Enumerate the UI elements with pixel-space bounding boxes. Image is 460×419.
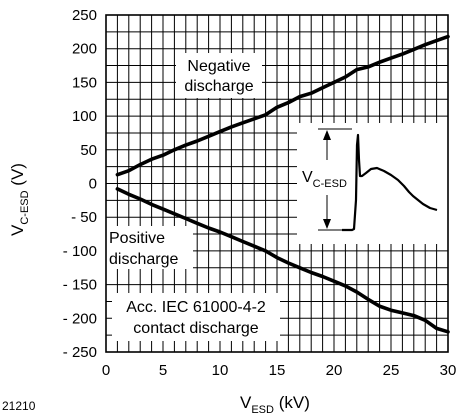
negative-label-line1: Negative <box>187 58 250 75</box>
y-tick-label: - 200 <box>63 310 97 327</box>
x-tick-label: 20 <box>326 362 343 379</box>
negative-label-line2: discharge <box>184 78 253 95</box>
iec-note-line1: Acc. IEC 61000-4-2 <box>126 299 266 316</box>
series-line-positive-discharge <box>115 187 450 334</box>
y-tick-labels: 250 200 150 100 50 0 - 50 - 100 - 150 - 200 - 250 <box>63 7 97 361</box>
inset-arrowhead-down <box>323 219 331 229</box>
y-tick-label: - 150 <box>63 277 97 294</box>
negative-label-box <box>176 53 262 98</box>
x-tick-label: 5 <box>159 362 167 379</box>
series-line-negative-discharge <box>115 34 450 177</box>
series-layer <box>115 34 450 334</box>
y-axis-label: VC-ESD (V) <box>8 163 31 236</box>
positive-label-line1: Positive <box>109 230 165 247</box>
positive-label-box <box>105 226 193 269</box>
x-axis-label: VESD (kV) <box>240 393 310 416</box>
inset-arrowhead-up <box>323 130 331 140</box>
y-tick-label: 50 <box>80 142 97 159</box>
x-tick-label: 25 <box>383 362 400 379</box>
y-tick-label: 150 <box>72 74 97 91</box>
x-tick-label: 10 <box>212 362 229 379</box>
y-tick-label: 0 <box>89 176 97 193</box>
x-tick-labels: 0 5 10 15 20 25 30 <box>102 362 457 379</box>
x-tick-label: 15 <box>269 362 286 379</box>
positive-label-line2: discharge <box>109 251 178 268</box>
inset-box <box>297 123 448 244</box>
x-tick-label: 30 <box>440 362 457 379</box>
y-tick-label: - 250 <box>63 344 97 361</box>
y-tick-label: - 100 <box>63 243 97 260</box>
inset-waveform-trace <box>342 133 438 232</box>
inset-waveform: VC-ESD <box>297 123 448 244</box>
y-tick-label: 100 <box>72 108 97 125</box>
iec-note-box <box>112 293 280 341</box>
figure-code: 21210 <box>2 399 36 413</box>
x-tick-label: 0 <box>102 362 110 379</box>
iec-note-line2: contact discharge <box>133 320 259 337</box>
inset-vc-esd-label: VC-ESD <box>302 169 347 190</box>
y-tick-label: - 50 <box>71 209 97 226</box>
plot-frame <box>105 14 449 353</box>
y-tick-label: 200 <box>72 41 97 58</box>
y-tick-label: 250 <box>72 7 97 24</box>
